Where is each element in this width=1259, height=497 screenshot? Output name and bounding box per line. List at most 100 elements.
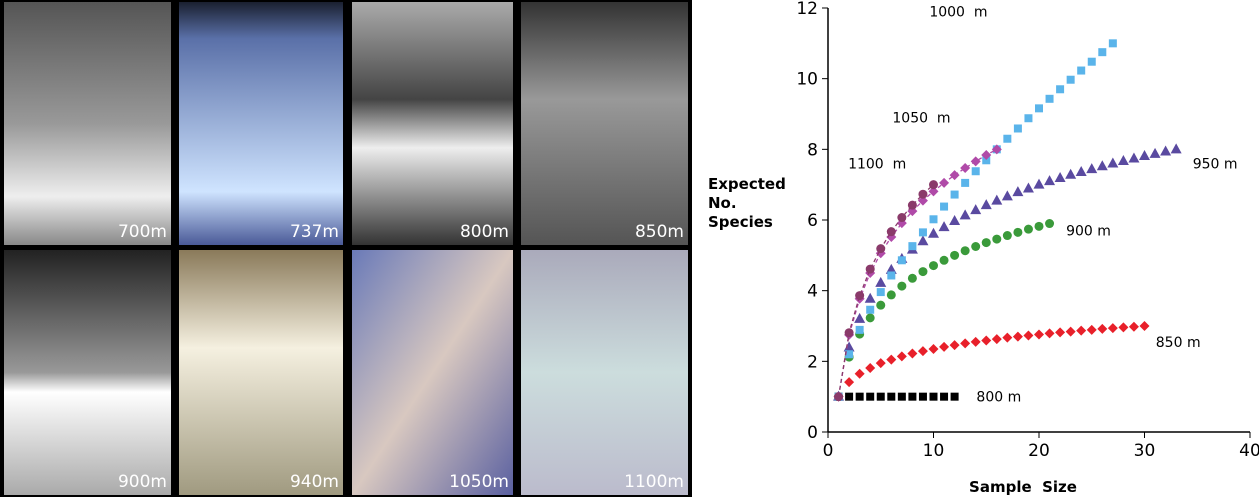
point: [834, 392, 843, 401]
point: [1003, 231, 1012, 240]
series-label: 950 m: [1193, 156, 1238, 172]
point: [877, 288, 885, 296]
point: [1035, 104, 1043, 112]
point: [866, 265, 875, 274]
point: [940, 393, 948, 401]
series-line: [839, 185, 934, 397]
point: [866, 393, 874, 401]
point: [897, 282, 906, 291]
point: [928, 228, 939, 238]
figure: 700m737m800m850m900m940m1050m1100m 02468…: [0, 0, 1259, 497]
photo-label: 1100m: [624, 472, 684, 492]
chart: 024681012010203040Sample SizeExpectedNo.…: [708, 0, 1259, 496]
x-tick-label: 30: [1134, 441, 1156, 461]
point: [919, 228, 927, 236]
point: [1055, 172, 1066, 182]
point: [929, 261, 938, 270]
point: [1139, 150, 1150, 160]
point: [950, 340, 960, 350]
point: [919, 393, 927, 401]
point: [1076, 326, 1086, 336]
point: [1055, 327, 1065, 337]
point: [1045, 328, 1055, 338]
core-photo: [352, 250, 513, 495]
y-axis-title: Expected: [708, 175, 786, 193]
point: [1046, 95, 1054, 103]
point: [981, 199, 992, 209]
point: [1128, 153, 1139, 163]
y-tick-label: 2: [807, 352, 818, 372]
point: [865, 293, 876, 303]
point: [1044, 175, 1055, 185]
point: [940, 256, 949, 265]
point: [1140, 321, 1150, 331]
point: [982, 238, 991, 247]
point: [960, 163, 970, 173]
point: [950, 251, 959, 260]
point: [961, 179, 969, 187]
point: [876, 358, 886, 368]
point: [1034, 329, 1044, 339]
point: [866, 306, 874, 314]
point: [887, 227, 896, 236]
photo-label: 737m: [290, 222, 339, 242]
point: [1002, 190, 1013, 200]
x-tick-label: 10: [923, 441, 945, 461]
point: [930, 215, 938, 223]
point: [1034, 179, 1045, 189]
x-tick-label: 0: [823, 441, 834, 461]
core-photo: [179, 250, 343, 495]
point: [992, 235, 1001, 244]
point: [1023, 331, 1033, 341]
point: [1107, 157, 1118, 167]
point: [898, 393, 906, 401]
point: [972, 167, 980, 175]
y-tick-label: 6: [807, 211, 818, 231]
point: [897, 213, 906, 222]
point: [866, 313, 875, 322]
point: [876, 301, 885, 310]
page: {"photos":["700m","737m","800m","850m","…: [0, 0, 1259, 497]
core-photo: [4, 250, 171, 495]
point: [865, 363, 875, 373]
point: [1076, 166, 1087, 176]
point: [908, 242, 916, 250]
series-label: 800 m: [976, 390, 1021, 406]
x-tick-label: 40: [1239, 441, 1259, 461]
core-photo: [521, 250, 688, 495]
point: [1150, 148, 1161, 158]
y-tick-label: 4: [807, 282, 818, 302]
core-photo: [521, 2, 688, 245]
point: [981, 335, 991, 345]
point: [1035, 222, 1044, 231]
core-photo: [4, 2, 171, 245]
y-axis-title: No.: [708, 194, 737, 212]
x-tick-label: 20: [1028, 441, 1050, 461]
point: [1086, 163, 1097, 173]
point: [1013, 228, 1022, 237]
photo-label: 900m: [118, 472, 167, 492]
point: [887, 290, 896, 299]
series-label: 1050 m: [892, 111, 950, 127]
point: [1013, 332, 1023, 342]
y-axis-title: Species: [708, 213, 773, 231]
point: [960, 209, 971, 219]
point: [918, 346, 928, 356]
photo-label: 850m: [635, 222, 684, 242]
point: [908, 201, 917, 210]
point: [918, 190, 927, 199]
x-axis-title: Sample Size: [969, 478, 1077, 496]
point: [951, 393, 959, 401]
point: [1108, 323, 1118, 333]
point: [854, 313, 865, 323]
series-label: 900 m: [1066, 224, 1111, 240]
point: [929, 180, 938, 189]
point: [1160, 145, 1171, 155]
core-photo: [179, 2, 343, 245]
point: [856, 393, 864, 401]
point: [1003, 135, 1011, 143]
point: [898, 256, 906, 264]
point: [1118, 155, 1129, 165]
core-photo: [352, 2, 513, 245]
point: [1088, 58, 1096, 66]
